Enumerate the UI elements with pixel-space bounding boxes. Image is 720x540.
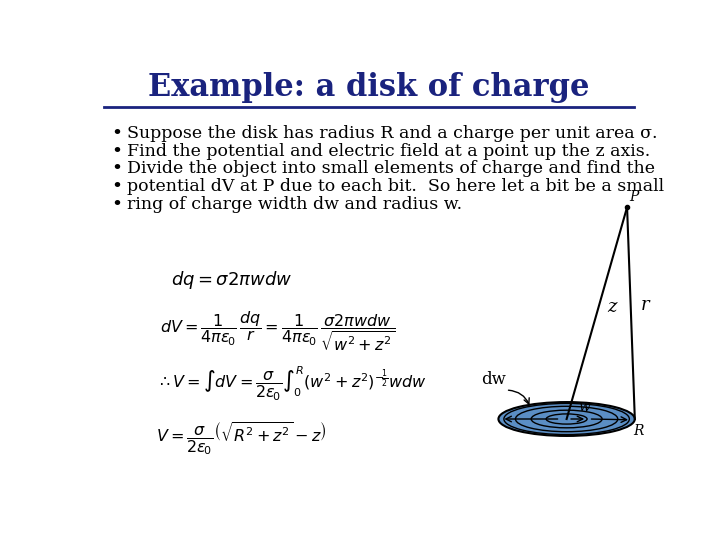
Text: potential dV at P due to each bit.  So here let a bit be a small: potential dV at P due to each bit. So he… [127,178,665,195]
Text: $\therefore V = \int dV = \dfrac{\sigma}{2\varepsilon_{\!0}}\int_{0}^{R}(w^{2}+z: $\therefore V = \int dV = \dfrac{\sigma}… [156,364,427,403]
Text: $dV = \dfrac{1}{4\pi\varepsilon_{\!0}}\,\dfrac{dq}{r} = \dfrac{1}{4\pi\varepsilo: $dV = \dfrac{1}{4\pi\varepsilon_{\!0}}\,… [160,309,395,353]
Ellipse shape [498,402,635,436]
Text: Example: a disk of charge: Example: a disk of charge [148,72,590,103]
Text: ring of charge width dw and radius w.: ring of charge width dw and radius w. [127,195,462,213]
Text: Divide the object into small elements of charge and find the: Divide the object into small elements of… [127,160,655,177]
Text: •: • [112,125,123,143]
Text: •: • [112,195,123,214]
Text: Find the potential and electric field at a point up the z axis.: Find the potential and electric field at… [127,143,650,160]
Text: w: w [578,400,590,414]
Text: Suppose the disk has radius R and a charge per unit area σ.: Suppose the disk has radius R and a char… [127,125,657,142]
Text: R: R [633,423,644,437]
Text: $dq = \sigma 2\pi wdw$: $dq = \sigma 2\pi wdw$ [171,269,293,291]
Text: P: P [629,190,639,204]
Text: dw: dw [482,371,506,388]
Text: •: • [112,178,123,196]
Text: •: • [112,160,123,178]
Text: r: r [640,296,649,314]
Text: $V = \dfrac{\sigma}{2\varepsilon_{\!0}}\left(\sqrt{R^{2}+z^{2}}-z\right)$: $V = \dfrac{\sigma}{2\varepsilon_{\!0}}\… [156,420,326,456]
Text: •: • [112,143,123,160]
Text: z: z [607,298,616,316]
